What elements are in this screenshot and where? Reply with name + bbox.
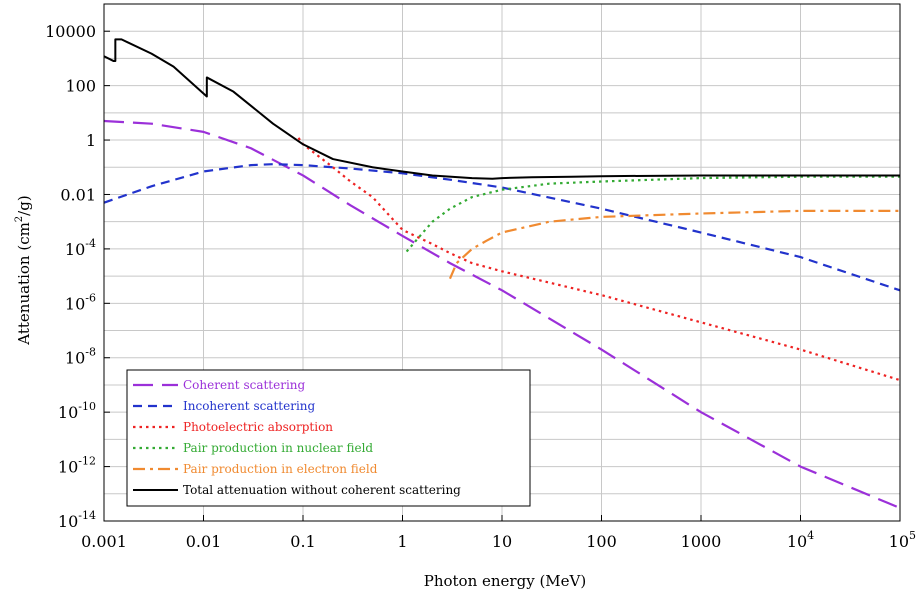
legend-label-total-attenuation-without-coherent-scattering: Total attenuation without coherent scatt… [183,483,461,497]
series-line-pair-production-in-nuclear-field [405,175,900,253]
series-line-coherent-scattering [103,119,901,510]
legend-label-incoherent-scattering: Incoherent scattering [183,399,316,413]
x-tick-label-5: 100 [586,532,617,551]
x-tick-label-4: 10 [492,532,512,551]
x-tick-label-8: 105 [889,529,916,551]
y-axis-label-suffix: /g) [15,195,33,216]
y-tick-label-5: 10-6 [65,291,96,313]
legend-box [126,369,531,507]
series-lines [103,38,901,510]
y-tick-label-1: 100 [65,77,96,96]
y-axis-ticks: 10000 100 1 0.01 10-4 10-6 10-8 10-10 10-12 10-14 [45,22,110,531]
series-line-photoelectric-absorption [297,137,901,382]
x-tick-label-7: 104 [787,529,814,551]
y-tick-label-4: 10-4 [65,237,96,259]
y-axis-label: Attenuation (cm2/g) [14,195,33,345]
x-tick-label-1: 0.01 [186,532,222,551]
x-tick-label-2: 0.1 [290,532,315,551]
series-line-incoherent-scattering [103,163,901,292]
y-tick-label-7: 10-10 [58,400,96,422]
x-axis-ticks: 0.001 0.01 0.1 1 10 100 1000 104 105 [81,515,916,551]
legend: Coherent scattering Incoherent scattering… [126,369,531,507]
series-line-total-attenuation-without-coherent-scattering [103,38,900,180]
legend-label-pair-production-in-electron-field: Pair production in electron field [183,462,378,476]
y-axis-label-sup: 2 [14,216,25,222]
legend-label-coherent-scattering: Coherent scattering [183,378,306,392]
x-tick-label-3: 1 [397,532,407,551]
y-tick-label-6: 10-8 [65,346,96,368]
y-tick-label-9: 10-14 [58,509,96,531]
series-line-pair-production-in-electron-field [448,209,900,280]
y-axis-label-prefix: Attenuation (cm [15,222,33,346]
y-tick-label-0: 10000 [45,22,96,41]
legend-label-pair-production-in-nuclear-field: Pair production in nuclear field [183,441,373,455]
x-tick-label-6: 1000 [681,532,722,551]
x-tick-label-0: 0.001 [81,532,127,551]
y-tick-label-3: 0.01 [60,185,96,204]
y-tick-label-2: 1 [86,131,96,150]
y-tick-label-8: 10-12 [58,455,96,477]
x-axis-label: Photon energy (MeV) [424,572,586,590]
legend-label-photoelectric-absorption: Photoelectric absorption [183,420,333,434]
